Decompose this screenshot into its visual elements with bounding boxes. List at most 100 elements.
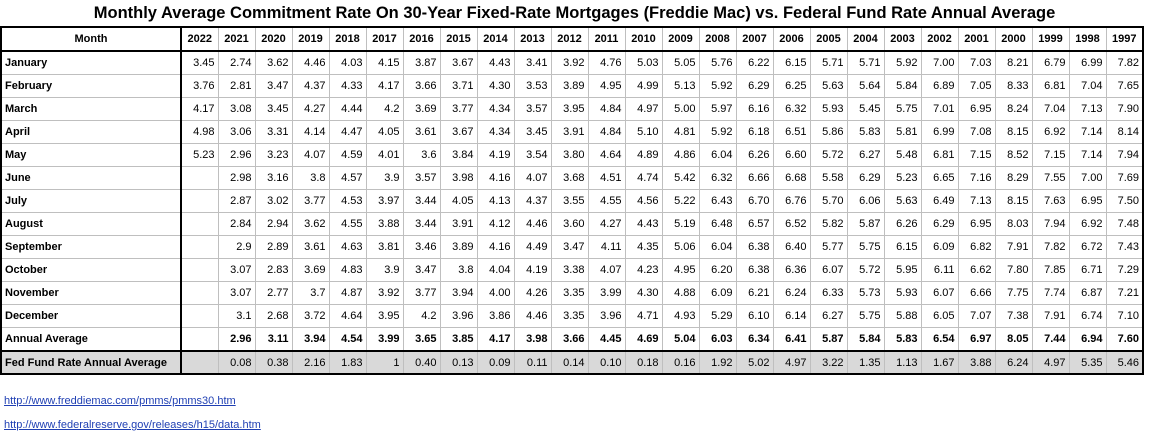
header-year: 2009 <box>661 26 700 52</box>
rate-cell: 3.88 <box>365 212 404 236</box>
rate-cell: 5.81 <box>883 120 922 144</box>
rate-cell: 6.25 <box>772 74 811 98</box>
row-label: May <box>0 143 182 167</box>
rate-cell: 4.88 <box>661 281 700 305</box>
rate-cell <box>180 235 219 259</box>
rate-cell: 7.75 <box>994 281 1033 305</box>
rate-cell: 4.34 <box>476 97 515 121</box>
rate-cell: 3.81 <box>365 235 404 259</box>
rate-cell: 1 <box>365 350 404 375</box>
rate-cell: 3.91 <box>550 120 589 144</box>
rate-cell: 6.41 <box>772 327 811 352</box>
rate-cell: 0.38 <box>254 350 293 375</box>
rate-cell: 6.76 <box>772 189 811 213</box>
rate-cell: 6.99 <box>920 120 959 144</box>
rate-cell: 0.16 <box>661 350 700 375</box>
rate-cell: 3.02 <box>254 189 293 213</box>
rate-cell: 7.63 <box>1031 189 1070 213</box>
row-label: February <box>0 74 182 98</box>
rate-cell: 4.53 <box>328 189 367 213</box>
rate-cell: 4.95 <box>587 74 626 98</box>
rate-cell: 7.69 <box>1105 166 1144 190</box>
rate-cell: 5.02 <box>735 350 774 375</box>
rate-cell: 7.94 <box>1105 143 1144 167</box>
month-row: November 3.07 2.77 3.7 4.87 3.92 3.77 3.94 4.00 4… <box>0 281 1144 305</box>
rate-cell: 8.21 <box>994 50 1033 75</box>
rate-cell: 5.77 <box>809 235 848 259</box>
rate-cell <box>180 258 219 282</box>
rate-cell: 4.64 <box>587 143 626 167</box>
rate-cell: 3.45 <box>513 120 552 144</box>
rate-cell: 4.23 <box>624 258 663 282</box>
rate-cell: 6.51 <box>772 120 811 144</box>
rate-cell: 3.72 <box>291 304 330 328</box>
rate-cell: 7.01 <box>920 97 959 121</box>
freddiemac-link[interactable]: http://www.freddiemac.com/pmms/pmms30.ht… <box>4 395 236 407</box>
rate-cell: 7.15 <box>1031 143 1070 167</box>
rate-cell: 6.49 <box>920 189 959 213</box>
rate-cell: 4.17 <box>365 74 404 98</box>
rate-cell: 4.30 <box>476 74 515 98</box>
header-year: 2020 <box>254 26 293 52</box>
month-row: February 3.76 2.81 3.47 4.37 4.33 4.17 3.66 3.71… <box>0 74 1144 98</box>
rate-cell: 3.35 <box>550 304 589 328</box>
rate-cell: 8.03 <box>994 212 1033 236</box>
rate-cell: 7.04 <box>1068 74 1107 98</box>
rate-cell: 6.65 <box>920 166 959 190</box>
rate-cell: 3.55 <box>550 189 589 213</box>
rate-cell: 4.14 <box>291 120 330 144</box>
rate-cell: 7.74 <box>1031 281 1070 305</box>
rate-cell: 7.44 <box>1031 327 1070 352</box>
rate-cell: 3.61 <box>291 235 330 259</box>
rate-cell: 6.99 <box>1068 50 1107 75</box>
rate-cell: 3.77 <box>402 281 441 305</box>
rate-cell: 5.75 <box>883 97 922 121</box>
rate-cell: 4.2 <box>365 97 404 121</box>
rate-cell: 4.17 <box>180 97 219 121</box>
rate-cell: 3.77 <box>291 189 330 213</box>
federalreserve-link[interactable]: http://www.federalreserve.gov/releases/h… <box>4 419 261 431</box>
rate-cell: 4.05 <box>365 120 404 144</box>
rate-cell: 5.03 <box>624 50 663 75</box>
rate-cell: 2.94 <box>254 212 293 236</box>
header-year: 2022 <box>180 26 219 52</box>
row-label: Annual Average <box>0 327 182 352</box>
rate-cell: 2.74 <box>217 50 256 75</box>
rate-cell: 8.33 <box>994 74 1033 98</box>
rate-cell: 5.76 <box>698 50 737 75</box>
rate-cell: 3.98 <box>513 327 552 352</box>
rate-cell: 6.22 <box>735 50 774 75</box>
rate-cell: 4.87 <box>328 281 367 305</box>
rate-cell: 3.7 <box>291 281 330 305</box>
rate-cell: 3.68 <box>550 166 589 190</box>
rate-cell: 6.11 <box>920 258 959 282</box>
rate-cell: 4.46 <box>513 212 552 236</box>
rate-cell: 4.97 <box>624 97 663 121</box>
rate-cell: 5.83 <box>883 327 922 352</box>
rate-cell: 5.70 <box>809 189 848 213</box>
rate-cell: 4.01 <box>365 143 404 167</box>
rate-cell: 3.57 <box>513 97 552 121</box>
rate-cell: 5.82 <box>809 212 848 236</box>
rate-cell: 6.07 <box>809 258 848 282</box>
rate-cell: 4.55 <box>587 189 626 213</box>
rate-cell: 3.11 <box>254 327 293 352</box>
rate-cell: 4.35 <box>624 235 663 259</box>
rate-cell: 6.04 <box>698 143 737 167</box>
rate-cell: 3.07 <box>217 281 256 305</box>
rate-cell: 6.89 <box>920 74 959 98</box>
rate-cell: 3.41 <box>513 50 552 75</box>
rate-cell: 4.49 <box>513 235 552 259</box>
rate-cell: 6.32 <box>772 97 811 121</box>
rate-cell: 2.81 <box>217 74 256 98</box>
rate-cell: 3.57 <box>402 166 441 190</box>
rate-cell: 7.38 <box>994 304 1033 328</box>
rate-cell: 3.94 <box>291 327 330 352</box>
rate-cell: 6.03 <box>698 327 737 352</box>
rate-cell: 5.71 <box>809 50 848 75</box>
rate-cell: 6.20 <box>698 258 737 282</box>
rate-cell: 4.19 <box>476 143 515 167</box>
rate-cell: 7.15 <box>957 143 996 167</box>
row-label: October <box>0 258 182 282</box>
rate-cell: 8.15 <box>994 189 1033 213</box>
